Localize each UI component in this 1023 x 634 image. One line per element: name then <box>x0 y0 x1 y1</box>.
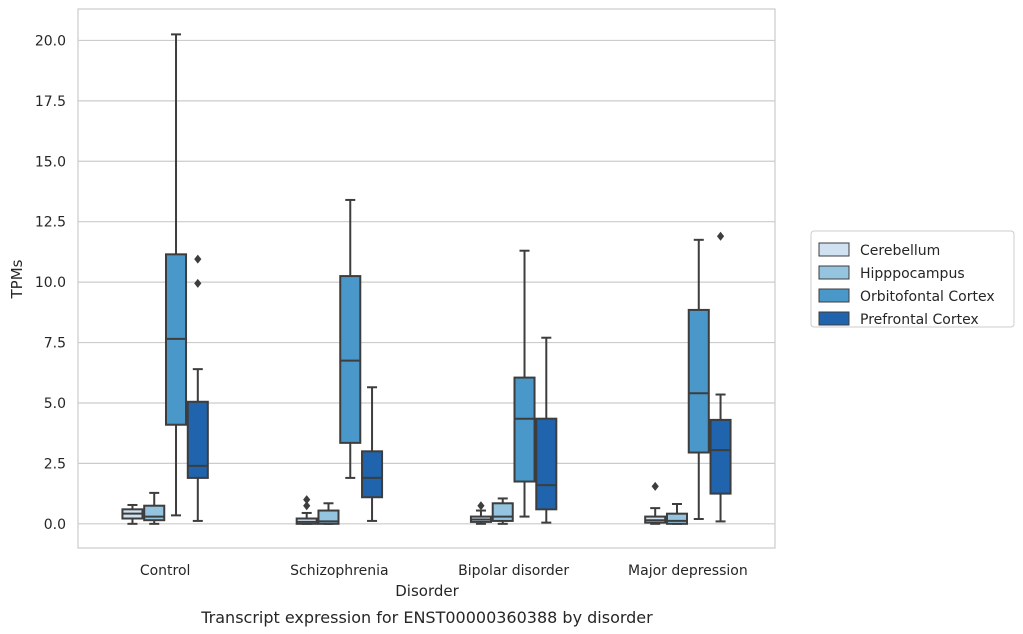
x-tick-label: Schizophrenia <box>290 563 388 579</box>
box-iqr <box>143 504 166 522</box>
legend-swatch <box>818 265 850 280</box>
y-axis-label: TPMs <box>8 259 26 299</box>
box <box>186 254 209 522</box>
box <box>709 231 732 523</box>
x-axis-label: Disorder <box>395 582 459 600</box>
outlier-point <box>651 481 659 491</box>
legend-label: Prefrontal Cortex <box>860 312 979 328</box>
box <box>143 491 166 525</box>
box <box>121 503 144 525</box>
box <box>339 198 362 479</box>
box-iqr <box>513 376 536 483</box>
y-tick-label: 12.5 <box>35 215 66 231</box>
x-tick-label: Major depression <box>628 563 748 579</box>
box-iqr <box>339 275 362 444</box>
outlier-point <box>303 501 311 511</box>
box <box>687 238 710 520</box>
box <box>469 501 492 525</box>
y-tick-label: 7.5 <box>44 336 66 352</box>
box-iqr <box>687 308 710 454</box>
box-iqr <box>535 417 558 511</box>
box <box>317 502 340 525</box>
legend-label: Orbitofontal Cortex <box>860 289 995 305</box>
y-tick-label: 15.0 <box>35 154 66 170</box>
y-tick-label: 20.0 <box>35 33 66 49</box>
box <box>164 33 188 517</box>
box <box>665 503 689 525</box>
legend-swatch <box>818 242 850 257</box>
box <box>644 481 667 525</box>
box-iqr <box>186 400 209 479</box>
legend-swatch <box>818 311 850 326</box>
x-tick-label: Control <box>140 563 191 579</box>
y-tick-label: 2.5 <box>44 456 66 472</box>
box <box>535 336 558 524</box>
box-plot-area <box>121 33 732 525</box>
x-tick-label: Bipolar disorder <box>458 563 569 579</box>
box <box>361 386 384 522</box>
legend: Cerebellum Hipppocampus Orbitofontal Corte… <box>810 230 1015 328</box>
legend-label: Hipppocampus <box>860 266 965 282</box>
y-tick-label: 10.0 <box>35 275 66 291</box>
y-tick-label: 17.5 <box>35 94 66 110</box>
box <box>295 495 318 525</box>
box <box>513 249 536 518</box>
box <box>491 497 514 525</box>
y-tick-label: 5.0 <box>44 396 66 412</box>
box-iqr <box>665 512 689 525</box>
outlier-point <box>194 254 202 264</box>
chart-caption: Transcript expression for ENST0000036038… <box>200 608 653 627</box>
box-iqr <box>361 450 384 499</box>
outlier-point <box>716 231 725 241</box>
outlier-point <box>477 501 485 511</box>
legend-frame <box>810 230 1015 328</box>
x-axis-ticks: Control Schizophrenia Bipolar disorder Majo… <box>140 563 748 579</box>
plot-frame <box>77 8 776 549</box>
legend-swatch <box>818 288 850 303</box>
outlier-point <box>194 278 202 288</box>
legend-label: Cerebellum <box>860 243 940 259</box>
box-iqr <box>709 418 732 495</box>
box-iqr <box>491 502 514 522</box>
y-axis-ticks: 0.0 2.5 5.0 7.5 10.0 12.5 15.0 17.5 20.0 <box>35 33 66 532</box>
outlier-point <box>303 495 311 505</box>
y-tick-label: 0.0 <box>44 517 66 533</box>
